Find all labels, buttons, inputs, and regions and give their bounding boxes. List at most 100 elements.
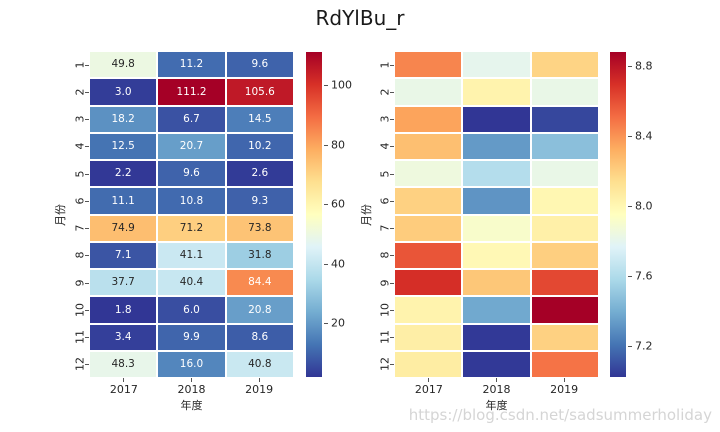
x-tick-label: 2017	[109, 383, 138, 396]
heatmap-cell: 40.4	[158, 270, 225, 296]
heatmap-cell: 9.3	[226, 188, 293, 214]
heatmap-annotated: 49.8 11.2 9.6 3.0 111.2 105.6 18.2 6.7 14.5 12.5 2…	[90, 52, 293, 377]
y-tick: 4	[59, 134, 89, 159]
colorbar-gradient	[610, 52, 626, 377]
y-tick-mark	[85, 146, 89, 148]
cell-value: 6.0	[183, 303, 200, 316]
y-tick-mark	[390, 119, 394, 121]
heatmap-cell: 18.2	[90, 106, 157, 132]
colorbar-tick-mark	[324, 322, 328, 324]
cell-value: 10.8	[179, 194, 204, 207]
heatmap-cell	[463, 79, 530, 105]
heatmap-cell: 48.3	[90, 351, 157, 377]
x-tick-mark	[123, 378, 125, 382]
y-tick: 4	[364, 134, 394, 159]
cell-value: 14.5	[248, 112, 272, 125]
heatmap-cell	[395, 297, 462, 323]
y-tick-mark	[390, 364, 394, 366]
cell-value: 16.0	[179, 358, 204, 371]
heatmap-cell: 71.2	[158, 215, 225, 241]
cell-value: 2.6	[251, 167, 269, 180]
cell-value: 74.9	[111, 221, 135, 234]
left-x-tick-labels: 2017 2018 2019	[90, 378, 293, 396]
y-tick-mark	[390, 255, 394, 257]
heatmap-cell	[395, 215, 462, 241]
heatmap-cell: 73.8	[226, 215, 293, 241]
cell-value: 40.4	[179, 276, 204, 289]
right-x-tick-labels: 2017 2018 2019	[395, 378, 598, 396]
x-tick-label: 2018	[482, 383, 511, 396]
heatmap-cell	[463, 242, 530, 268]
cell-value: 73.8	[248, 221, 272, 234]
cell-value: 18.2	[111, 112, 135, 125]
heatmap-cell	[395, 133, 462, 159]
cell-value: 12.5	[111, 140, 135, 153]
y-tick-mark	[390, 282, 394, 284]
cell-value: 11.1	[111, 194, 135, 207]
x-tick: 2018	[158, 378, 226, 396]
cell-value: 8.6	[251, 330, 269, 343]
heatmap-cell: 16.0	[158, 351, 225, 377]
heatmap-cell: 2.6	[226, 161, 293, 187]
heatmap-cell: 9.6	[226, 52, 293, 78]
x-tick: 2018	[463, 378, 531, 396]
cell-value: 49.8	[111, 58, 135, 71]
y-tick: 10	[364, 297, 394, 322]
right-colorbar: 7.2 7.6 8.0 8.4 8.8	[610, 52, 653, 377]
heatmap-cell	[531, 351, 598, 377]
y-tick-mark	[390, 64, 394, 66]
heatmap-cell	[463, 297, 530, 323]
heatmap-cell: 8.6	[226, 324, 293, 350]
heatmap-cell	[531, 270, 598, 296]
heatmap-cell	[395, 324, 462, 350]
y-tick: 9	[59, 270, 89, 295]
colorbar-tick-label: 40	[331, 257, 345, 271]
y-tick-mark	[390, 146, 394, 148]
cell-value: 40.8	[248, 358, 272, 371]
heatmap-cell: 11.2	[158, 52, 225, 78]
colorbar-tick-mark	[628, 65, 632, 67]
colorbar-tick-label: 7.6	[635, 269, 653, 283]
y-tick: 12	[364, 352, 394, 377]
heatmap-cell	[463, 324, 530, 350]
y-tick: 6	[59, 188, 89, 213]
heatmap-cell: 6.0	[158, 297, 225, 323]
cell-value: 71.2	[179, 221, 204, 234]
heatmap-cell: 41.1	[158, 242, 225, 268]
y-tick-mark	[85, 173, 89, 175]
heatmap-cell: 12.5	[90, 133, 157, 159]
y-tick: 2	[364, 79, 394, 104]
cell-value: 41.1	[179, 249, 204, 262]
y-tick: 12	[59, 352, 89, 377]
y-tick-mark	[85, 228, 89, 230]
heatmap-cell	[531, 215, 598, 241]
y-tick-mark	[390, 228, 394, 230]
x-tick: 2017	[90, 378, 158, 396]
y-tick: 7	[364, 216, 394, 241]
colorbar-tick-label: 60	[331, 197, 345, 211]
cell-value: 6.7	[183, 112, 200, 125]
x-tick-mark	[495, 378, 497, 382]
colorbar-tick-mark	[324, 85, 328, 87]
heatmap-cell	[463, 351, 530, 377]
cell-value: 11.2	[179, 58, 204, 71]
heatmap-cell: 111.2	[158, 79, 225, 105]
heatmap-cell: 49.8	[90, 52, 157, 78]
cell-value: 48.3	[111, 358, 135, 371]
left-x-axis-label: 年度	[180, 399, 203, 412]
watermark-text: https://blog.csdn.net/sadsummerholiday	[408, 406, 712, 424]
y-tick: 9	[364, 270, 394, 295]
heatmap-cell: 6.7	[158, 106, 225, 132]
cell-value: 10.2	[248, 140, 272, 153]
heatmap-cell	[395, 270, 462, 296]
heatmap-cell	[531, 79, 598, 105]
cell-value: 20.8	[248, 303, 272, 316]
heatmap-cell	[395, 242, 462, 268]
heatmap-cell	[395, 351, 462, 377]
y-tick-mark	[85, 337, 89, 339]
colorbar-tick-label: 20	[331, 316, 345, 330]
left-colorbar: 20 40 60 80 100	[306, 52, 352, 377]
y-tick-mark	[85, 91, 89, 93]
heatmap-cell	[531, 161, 598, 187]
colorbar-tick-label: 8.4	[635, 129, 653, 143]
